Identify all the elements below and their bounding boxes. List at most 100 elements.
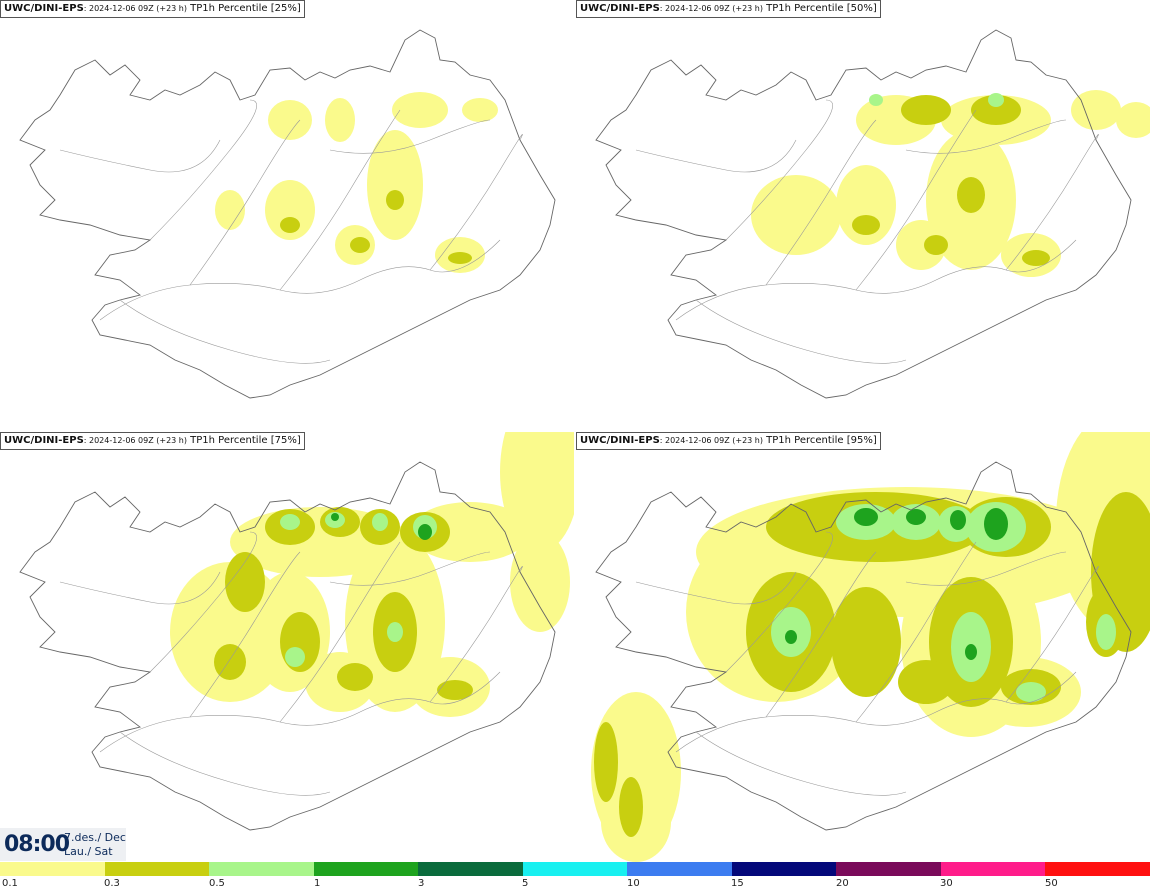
precip-area xyxy=(280,514,300,530)
precip-area xyxy=(594,722,618,802)
precip-area xyxy=(437,680,473,700)
precip-area xyxy=(325,98,355,142)
road-line xyxy=(149,531,257,673)
precip-area xyxy=(1022,250,1050,266)
precip-area xyxy=(462,98,498,122)
road-line xyxy=(99,239,501,321)
legend-colorbar xyxy=(0,862,1150,876)
legend-label: 10 xyxy=(627,878,640,889)
road-line xyxy=(279,109,401,291)
road-line xyxy=(725,99,833,241)
legend-swatch xyxy=(104,862,210,876)
legend-swatch xyxy=(313,862,419,876)
road-line xyxy=(855,541,977,723)
valid-time-box: 08:00 7.des./ Dec Lau./ Sat xyxy=(0,828,126,861)
run-info: : 2024-12-06 09Z (+23 h) xyxy=(659,436,763,445)
legend-swatch xyxy=(209,862,314,876)
precip-area xyxy=(265,180,315,240)
precip-area xyxy=(214,644,246,680)
precip-area xyxy=(1096,614,1116,650)
product-name: TP1h Percentile [25%] xyxy=(186,3,301,14)
legend-swatch xyxy=(0,862,105,876)
legend-swatch xyxy=(418,862,523,876)
coastline xyxy=(19,461,556,831)
precip-map xyxy=(0,0,574,430)
precip-area xyxy=(392,92,448,128)
road-line xyxy=(725,531,833,673)
legend-label: 3 xyxy=(418,878,425,889)
road-line xyxy=(695,731,907,796)
precip-area xyxy=(896,220,946,270)
map-panel-p50: UWC/DINI-EPS: 2024-12-06 09Z (+23 h) TP1… xyxy=(576,0,1150,430)
road-line xyxy=(119,731,331,796)
precip-area xyxy=(1116,102,1150,138)
legend-label: 0.5 xyxy=(209,878,225,889)
road-line xyxy=(1005,134,1099,271)
product-name: TP1h Percentile [95%] xyxy=(762,435,877,446)
road-line xyxy=(675,239,1077,321)
legend-label: 20 xyxy=(836,878,849,889)
road-line xyxy=(635,139,797,173)
road-line xyxy=(1005,566,1099,703)
road-line xyxy=(695,299,907,364)
precip-area xyxy=(418,524,432,540)
precip-area xyxy=(751,175,841,255)
road-line xyxy=(675,671,1077,753)
precip-area xyxy=(1071,90,1121,130)
road-line xyxy=(765,119,877,286)
run-info: : 2024-12-06 09Z (+23 h) xyxy=(83,436,187,445)
legend-label: 30 xyxy=(940,878,953,889)
road-line xyxy=(765,551,877,718)
road-line xyxy=(329,119,491,154)
precip-area xyxy=(898,660,954,704)
coastline xyxy=(19,29,556,399)
precip-area xyxy=(1016,682,1046,702)
panel-title: UWC/DINI-EPS: 2024-12-06 09Z (+23 h) TP1… xyxy=(576,0,881,18)
precip-area xyxy=(619,777,643,837)
precip-area xyxy=(448,252,472,264)
valid-date: 7.des./ Dec xyxy=(64,831,126,844)
legend-label: 5 xyxy=(522,878,529,889)
legend-label: 15 xyxy=(731,878,744,889)
precip-area xyxy=(225,552,265,612)
model-name: UWC/DINI-EPS xyxy=(4,435,84,446)
model-name: UWC/DINI-EPS xyxy=(580,435,660,446)
road-line xyxy=(635,571,797,605)
panel-title: UWC/DINI-EPS: 2024-12-06 09Z (+23 h) TP1… xyxy=(0,432,305,450)
road-line xyxy=(189,119,301,286)
product-name: TP1h Percentile [50%] xyxy=(762,3,877,14)
road-line xyxy=(429,566,523,703)
precip-area xyxy=(215,190,245,230)
precip-area xyxy=(367,130,423,240)
precip-area xyxy=(957,177,985,213)
precip-area xyxy=(500,432,574,552)
legend-swatch xyxy=(522,862,628,876)
precip-area xyxy=(901,95,951,125)
precip-area xyxy=(386,190,404,210)
valid-time: 08:00 xyxy=(4,832,70,857)
map-panel-p95: UWC/DINI-EPS: 2024-12-06 09Z (+23 h) TP1… xyxy=(576,432,1150,862)
precip-legend: 0.1 0.3 0.5 1 3 5 10 15 20 30 50 xyxy=(0,862,1150,891)
road-line xyxy=(189,551,301,718)
road-line xyxy=(429,134,523,271)
precip-area xyxy=(350,237,370,253)
road-line xyxy=(149,99,257,241)
precip-area xyxy=(831,587,901,697)
precip-area xyxy=(869,94,883,106)
precip-area xyxy=(331,513,339,521)
precip-area xyxy=(268,100,312,140)
road-line xyxy=(59,571,221,605)
road-line xyxy=(855,109,977,291)
coastline xyxy=(595,29,1132,399)
map-panel-p25: UWC/DINI-EPS: 2024-12-06 09Z (+23 h) TP1… xyxy=(0,0,574,430)
legend-swatch xyxy=(940,862,1046,876)
product-name: TP1h Percentile [75%] xyxy=(186,435,301,446)
precip-area xyxy=(924,235,948,255)
precip-area xyxy=(387,622,403,642)
panel-divider xyxy=(574,0,576,862)
legend-swatch xyxy=(627,862,732,876)
coastline xyxy=(595,461,1132,831)
precip-area xyxy=(971,95,1021,125)
valid-day: Lau./ Sat xyxy=(64,845,113,858)
panel-title: UWC/DINI-EPS: 2024-12-06 09Z (+23 h) TP1… xyxy=(576,432,881,450)
